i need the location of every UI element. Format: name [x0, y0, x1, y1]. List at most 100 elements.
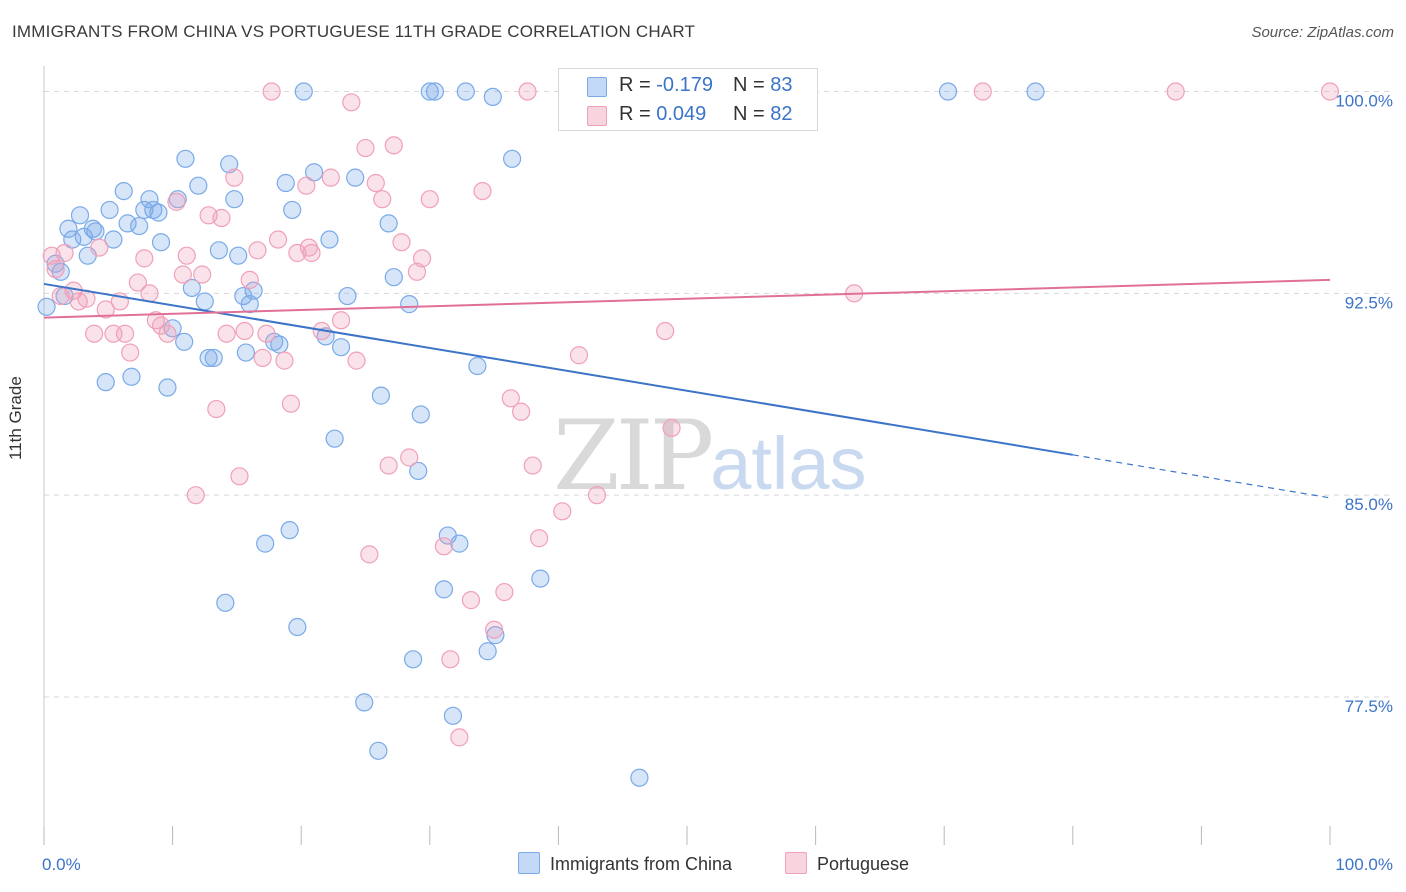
legend-portuguese-label: Portuguese	[817, 854, 910, 874]
legend-portuguese-swatch	[785, 852, 807, 874]
point-portuguese	[253, 348, 272, 368]
point-china	[1026, 82, 1045, 101]
point-china	[240, 295, 259, 314]
point-china	[276, 173, 295, 193]
point-china	[280, 521, 299, 540]
point-portuguese	[167, 192, 186, 211]
point-portuguese	[461, 591, 481, 610]
point-portuguese	[331, 311, 351, 330]
point-china	[59, 219, 78, 238]
tick-labels: 77.5% 85.0% 92.5% 100.0% 0.0% 100.0%	[42, 92, 1393, 874]
point-portuguese	[46, 260, 65, 279]
point-portuguese	[186, 486, 205, 505]
point-china	[83, 219, 102, 238]
point-portuguese	[146, 311, 165, 330]
point-china	[420, 82, 439, 101]
point-china	[130, 216, 149, 236]
point-portuguese	[248, 241, 267, 260]
point-portuguese	[434, 537, 454, 556]
point-portuguese	[207, 399, 226, 419]
n-portuguese: N = 82	[733, 103, 793, 125]
r-china: R = -0.179	[619, 74, 713, 96]
point-portuguese	[128, 273, 147, 292]
point-china	[118, 214, 137, 233]
point-china	[86, 222, 105, 241]
point-portuguese	[366, 173, 385, 193]
point-china	[182, 278, 201, 298]
point-china	[283, 200, 302, 220]
point-portuguese	[268, 230, 288, 249]
point-china	[270, 335, 289, 354]
point-china	[346, 168, 365, 187]
watermark-atlas: atlas	[710, 422, 867, 505]
point-portuguese	[518, 82, 537, 101]
point-portuguese	[450, 728, 469, 747]
point-portuguese	[530, 529, 549, 548]
source-label: Source: ZipAtlas.com	[1251, 24, 1394, 41]
point-china	[140, 190, 159, 209]
point-china	[189, 176, 208, 195]
point-portuguese	[1320, 82, 1340, 101]
point-portuguese	[973, 82, 992, 101]
point-portuguese	[662, 418, 681, 437]
point-portuguese	[299, 238, 319, 257]
point-china	[369, 741, 388, 760]
point-portuguese	[512, 402, 531, 421]
point-china	[220, 155, 239, 174]
point-china	[938, 82, 958, 101]
x-tick-label-min: 0.0%	[42, 855, 81, 874]
point-portuguese	[441, 650, 460, 669]
point-portuguese	[407, 262, 427, 281]
point-portuguese	[85, 324, 104, 343]
point-china	[96, 373, 115, 392]
point-china	[216, 593, 235, 612]
points	[37, 82, 1340, 787]
portuguese-swatch	[587, 106, 607, 126]
point-portuguese	[262, 82, 281, 101]
point-china	[199, 348, 218, 368]
point-china	[294, 82, 313, 101]
point-china	[122, 367, 141, 386]
point-china	[531, 569, 550, 588]
legend-item-portuguese[interactable]: Portuguese	[785, 852, 909, 876]
point-portuguese	[173, 265, 192, 284]
stats-row-china: R = -0.179 N = 83	[559, 71, 817, 101]
legend-item-china[interactable]: Immigrants from China	[518, 852, 732, 876]
point-china	[503, 149, 522, 168]
point-china	[400, 295, 419, 314]
point-china	[37, 297, 56, 316]
point-portuguese	[495, 582, 514, 602]
point-china	[384, 268, 403, 287]
point-china	[70, 206, 90, 225]
point-portuguese	[473, 181, 492, 201]
point-china	[371, 386, 391, 405]
r-portuguese: R = 0.049	[619, 103, 707, 125]
stats-box: R = -0.179 N = 83 R = 0.049 N = 82	[558, 68, 818, 131]
point-portuguese	[135, 249, 154, 268]
point-china	[409, 461, 428, 481]
point-china	[176, 149, 195, 168]
point-portuguese	[235, 321, 254, 341]
point-portuguese	[96, 300, 115, 319]
point-portuguese	[356, 138, 375, 158]
point-china	[151, 233, 171, 252]
point-china	[304, 163, 324, 182]
point-portuguese	[90, 238, 109, 257]
point-china	[204, 348, 223, 368]
point-china	[225, 190, 244, 209]
point-portuguese	[281, 394, 301, 413]
point-portuguese	[55, 243, 74, 263]
point-china	[425, 82, 445, 101]
point-portuguese	[523, 456, 542, 475]
point-china	[478, 642, 497, 661]
point-portuguese	[158, 324, 177, 343]
point-portuguese	[569, 346, 589, 365]
point-portuguese	[392, 233, 411, 252]
chart-title: IMMIGRANTS FROM CHINA VS PORTUGUESE 11TH…	[12, 22, 696, 41]
point-portuguese	[217, 324, 236, 343]
point-portuguese	[212, 208, 231, 228]
point-china	[163, 319, 182, 338]
point-portuguese	[373, 190, 392, 209]
trend-portuguese	[43, 278, 1331, 319]
